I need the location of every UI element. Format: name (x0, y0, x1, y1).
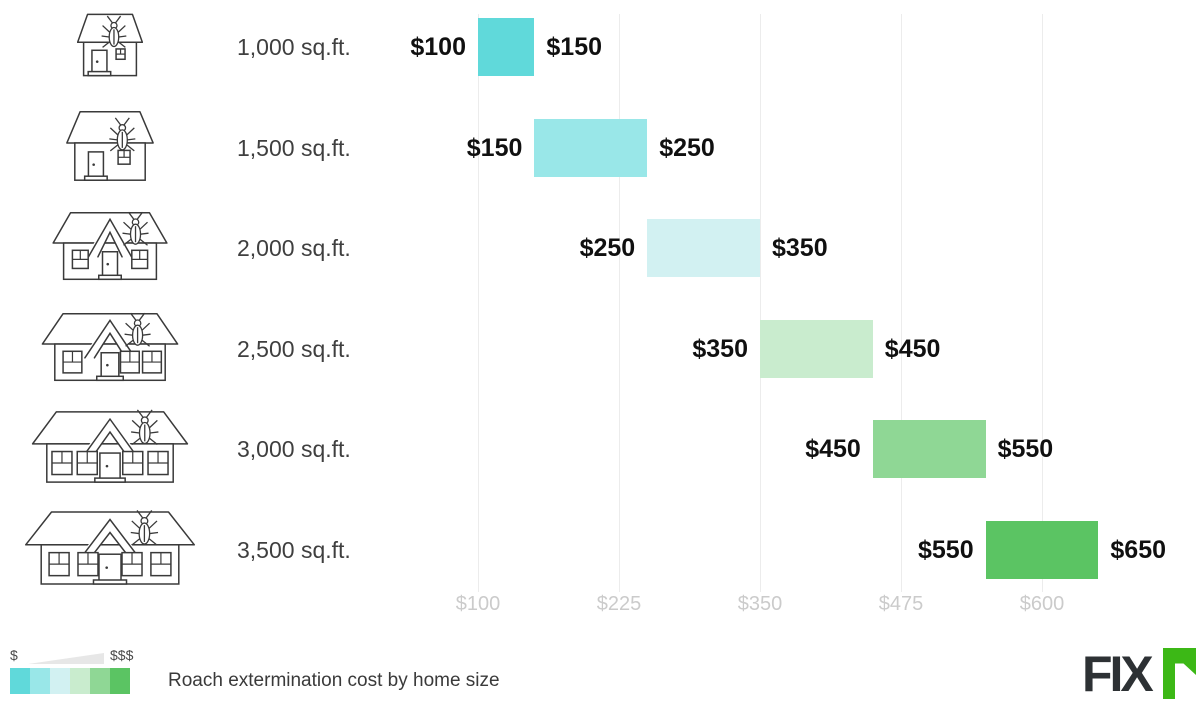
house-1500-sqft-roach-icon (66, 108, 154, 189)
min-cost-label: $150 (466, 133, 523, 162)
house-1000-sqft-roach-icon (76, 11, 144, 84)
min-cost-label: $350 (692, 334, 748, 363)
max-cost-label: $550 (997, 435, 1054, 464)
fixr-logo: FIX (1083, 646, 1196, 700)
legend-wedge-icon (28, 653, 104, 664)
max-cost-label: $350 (772, 234, 828, 263)
cost-range-bar (760, 319, 873, 378)
x-axis-tick-label: $475 (878, 593, 924, 615)
min-cost-label: $550 (917, 536, 974, 564)
home-size-label: 3,000 sq.ft. (237, 436, 351, 463)
home-size-label: 2,500 sq.ft. (237, 335, 351, 362)
cost-range-bar (647, 219, 760, 278)
max-cost-label: $250 (659, 133, 715, 162)
legend-swatch (90, 668, 110, 694)
max-cost-label: $650 (1110, 536, 1167, 564)
chart-caption: Roach extermination cost by home size (168, 670, 500, 691)
legend-low-label: $ (10, 647, 18, 663)
cost-range-bar (478, 18, 535, 76)
cost-range-bar (534, 118, 648, 177)
house-3500-sqft-roach-icon (24, 508, 196, 593)
min-cost-label: $250 (579, 234, 636, 263)
legend-high-label: $$$ (110, 647, 134, 663)
min-cost-label: $450 (805, 435, 861, 464)
cost-range-bar (872, 420, 986, 479)
max-cost-label: $150 (546, 33, 603, 61)
home-size-label: 3,500 sq.ft. (237, 537, 351, 563)
house-3000-sqft-roach-icon (31, 408, 189, 491)
home-size-label: 2,000 sq.ft. (237, 235, 351, 262)
x-gridline (760, 14, 761, 592)
house-2000-sqft-roach-icon (52, 209, 168, 288)
legend-swatch (110, 668, 130, 694)
fixr-logo-text: FIX (1083, 646, 1153, 700)
fixr-logo-accent-r (1163, 648, 1196, 699)
home-size-label: 1,000 sq.ft. (237, 34, 351, 60)
x-gridline (901, 14, 902, 592)
x-axis-tick-label: $350 (737, 593, 783, 615)
x-gridline (1042, 14, 1043, 592)
x-axis-tick-label: $600 (1019, 593, 1065, 615)
legend-swatch (10, 668, 30, 694)
max-cost-label: $450 (884, 334, 941, 363)
legend-swatch (70, 668, 90, 694)
x-axis-tick-label: $100 (455, 593, 501, 615)
home-size-label: 1,500 sq.ft. (237, 134, 351, 161)
legend-swatch (50, 668, 70, 694)
min-cost-label: $100 (410, 33, 466, 61)
legend-swatch (30, 668, 50, 694)
legend-swatches (10, 668, 130, 694)
x-axis-tick-label: $225 (596, 593, 642, 615)
x-gridline (478, 14, 479, 592)
house-2500-sqft-roach-icon (41, 310, 179, 389)
cost-range-bar (985, 521, 1099, 579)
x-gridline (619, 14, 620, 592)
